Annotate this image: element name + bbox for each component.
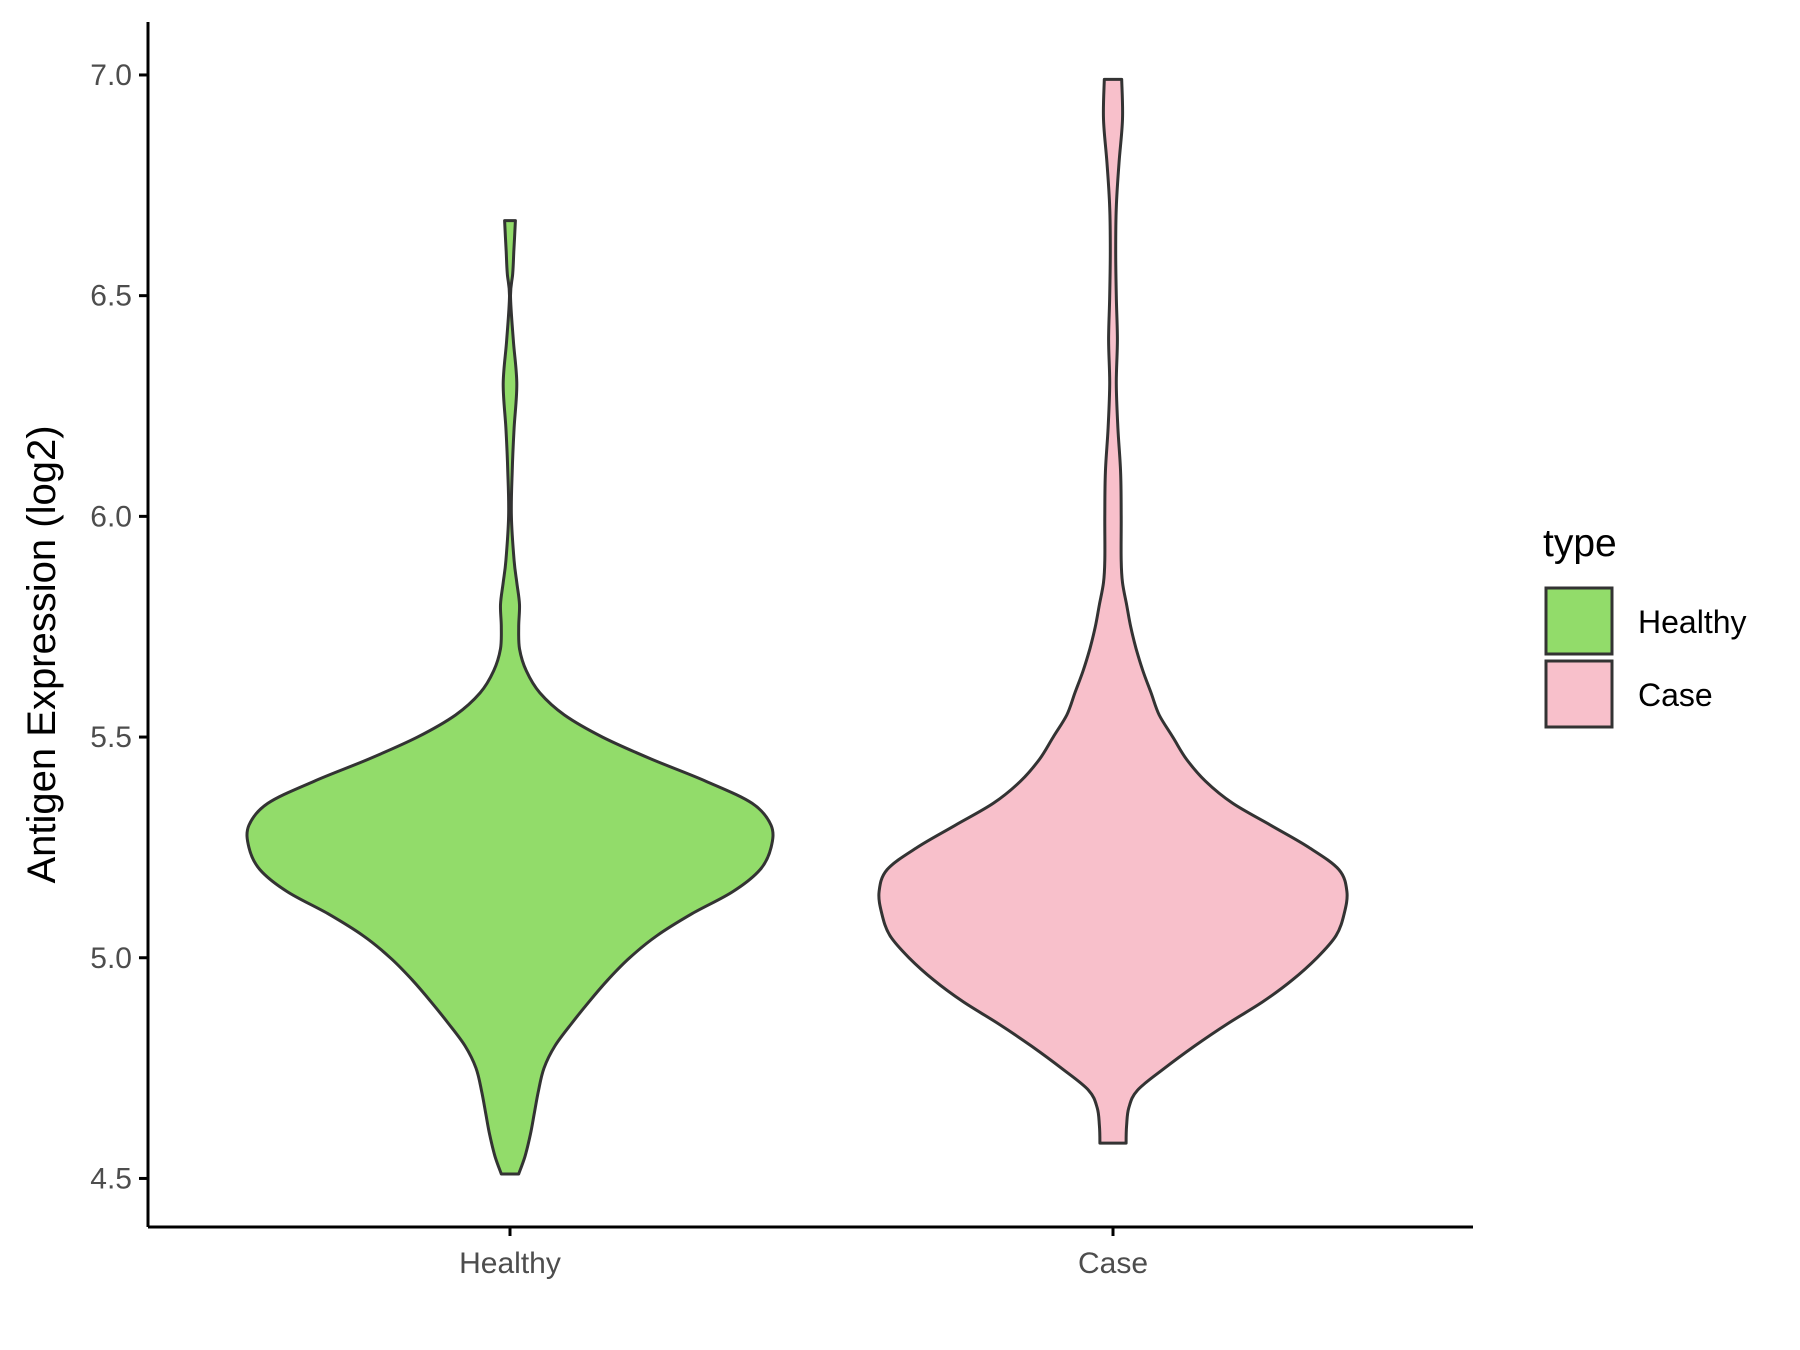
y-axis: 4.5 5.0 5.5 6.0 6.5 7.0 [90,22,150,1227]
x-tick-label-healthy: Healthy [459,1247,561,1280]
legend: type Healthy Case [1543,522,1747,729]
y-tick-label: 4.5 [90,1162,132,1195]
x-tick-label-case: Case [1078,1247,1148,1280]
legend-key-healthy [1544,586,1614,656]
legend-key-case [1544,659,1614,729]
violin-case [877,77,1349,1145]
y-axis-title: Antigen Expression (log2) [20,425,64,883]
y-tick-label: 5.5 [90,721,132,754]
legend-title: type [1543,522,1617,565]
y-tick-label: 6.5 [90,280,132,313]
violin-layer [245,77,1349,1176]
legend-label-healthy: Healthy [1638,604,1747,640]
violin-healthy [245,219,775,1176]
y-tick-label: 6.0 [90,500,132,533]
y-tick-label: 5.0 [90,942,132,975]
legend-label-case: Case [1638,677,1713,713]
y-tick-label: 7.0 [90,59,132,92]
x-axis: Healthy Case [148,1225,1473,1280]
